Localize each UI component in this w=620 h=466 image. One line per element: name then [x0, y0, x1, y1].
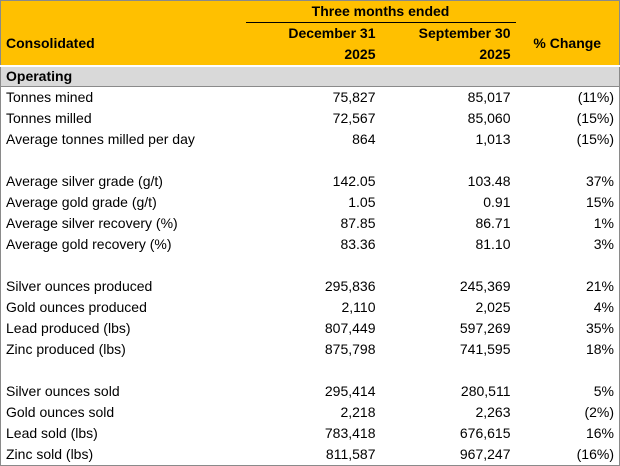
- row-value: 1%: [593, 215, 614, 231]
- row-value: 83.36: [340, 236, 376, 252]
- header-row: Three months ended: [0, 0, 620, 23]
- spacer-row: [1, 255, 620, 276]
- data-row: Average silver recovery (%) 87.85 86.71 1%: [1, 213, 620, 234]
- row-value: (16%): [576, 446, 614, 462]
- row-label: Silver ounces produced: [6, 278, 153, 294]
- data-row: Tonnes milled 72,567 85,060 (15%): [1, 108, 620, 129]
- header-row: Consolidated December 31 2025 September 3…: [0, 22, 620, 66]
- row-value: 3%: [593, 236, 614, 252]
- spacer-row: [1, 360, 620, 381]
- row-value: 18%: [585, 341, 614, 357]
- data-row: Average tonnes milled per day 864 1,013 (15…: [1, 129, 620, 150]
- row-value: 5%: [593, 383, 614, 399]
- data-row: Gold ounces produced 2,110 2,025 4%: [1, 297, 620, 318]
- data-row: Silver ounces produced 295,836 245,369 21%: [1, 276, 620, 297]
- row-label: Lead produced (lbs): [6, 320, 131, 336]
- row-value: 864: [352, 131, 376, 147]
- row-value: 87.85: [340, 215, 376, 231]
- row-value: 2,218: [340, 404, 376, 420]
- row-value: 2,263: [475, 404, 511, 420]
- data-row: Average silver grade (g/t) 142.05 103.48 37…: [1, 171, 620, 192]
- row-value: 35%: [585, 320, 614, 336]
- row-value: 103.48: [467, 173, 511, 189]
- row-label: Silver ounces sold: [6, 383, 120, 399]
- row-value: 142.05: [332, 173, 376, 189]
- data-row: Lead produced (lbs) 807,449 597,269 35%: [1, 318, 620, 339]
- row-label: Average silver recovery (%): [6, 215, 178, 231]
- data-row: Tonnes mined 75,827 85,017 (11%): [1, 87, 620, 109]
- row-value: 0.91: [483, 194, 511, 210]
- row-value: 597,269: [459, 320, 511, 336]
- row-value: 783,418: [324, 425, 376, 441]
- header-line: 2025: [479, 46, 511, 62]
- row-value: 807,449: [324, 320, 376, 336]
- row-label: Zinc sold (lbs): [6, 446, 94, 462]
- row-label: Average silver grade (g/t): [6, 173, 163, 189]
- spacer-cell: [1, 150, 620, 171]
- row-value: 86.71: [475, 215, 511, 231]
- row-value: 4%: [593, 299, 614, 315]
- row-label: Zinc produced (lbs): [6, 341, 126, 357]
- header-line: September 30: [418, 25, 511, 41]
- column-header: Consolidated: [0, 22, 246, 66]
- section-title: Operating: [0, 65, 620, 87]
- row-value: 676,615: [459, 425, 511, 441]
- spacer-row: [1, 150, 620, 171]
- section-row: Operating: [0, 65, 620, 87]
- row-label: Tonnes mined: [6, 89, 94, 105]
- row-label: Gold ounces produced: [6, 299, 147, 315]
- data-row: Average gold grade (g/t) 1.05 0.91 15%: [1, 192, 620, 213]
- header-cell: [515, 0, 620, 23]
- row-value: 72,567: [332, 110, 376, 126]
- row-value: 21%: [585, 278, 614, 294]
- data-row: Average gold recovery (%) 83.36 81.10 3%: [1, 234, 620, 255]
- row-value: 295,414: [324, 383, 376, 399]
- row-value: 16%: [585, 425, 614, 441]
- row-value: 2,110: [341, 299, 376, 315]
- column-header: December 31 2025: [245, 22, 381, 66]
- row-value: 1,013: [475, 131, 511, 147]
- header-line: December 31: [288, 25, 376, 41]
- row-value: 15%: [585, 194, 614, 210]
- row-label: Average tonnes milled per day: [6, 131, 195, 147]
- row-label: Tonnes milled: [6, 110, 92, 126]
- row-value: 280,511: [460, 383, 511, 399]
- row-value: 245,369: [459, 278, 511, 294]
- row-value: 81.10: [475, 236, 511, 252]
- data-row: Gold ounces sold 2,218 2,263 (2%): [1, 402, 620, 423]
- row-label: Lead sold (lbs): [6, 425, 98, 441]
- row-label: Average gold grade (g/t): [6, 194, 157, 210]
- spacer-cell: [1, 360, 620, 381]
- header-title: Three months ended: [245, 0, 516, 23]
- row-label: Gold ounces sold: [6, 404, 115, 420]
- spacer-cell: [1, 255, 620, 276]
- data-row: Zinc sold (lbs) 811,587 967,247 (16%): [1, 444, 620, 466]
- header-line: 2025: [344, 46, 376, 62]
- row-value: (11%): [577, 89, 614, 105]
- row-value: 85,017: [467, 89, 511, 105]
- header-cell: [0, 0, 246, 23]
- row-value: (2%): [584, 404, 614, 420]
- row-value: 37%: [585, 173, 614, 189]
- data-row: Silver ounces sold 295,414 280,511 5%: [1, 381, 620, 402]
- row-value: (15%): [576, 131, 614, 147]
- row-value: 741,595: [459, 341, 511, 357]
- row-value: 967,247: [459, 446, 511, 462]
- data-row: Lead sold (lbs) 783,418 676,615 16%: [1, 423, 620, 444]
- row-value: 1.05: [348, 194, 376, 210]
- row-value: 75,827: [332, 89, 376, 105]
- row-value: (15%): [576, 110, 614, 126]
- row-value: 295,836: [324, 278, 376, 294]
- column-header: % Change: [515, 22, 620, 66]
- row-value: 875,798: [324, 341, 376, 357]
- row-value: 2,025: [475, 299, 511, 315]
- row-value: 811,587: [325, 446, 376, 462]
- column-header: September 30 2025: [380, 22, 516, 66]
- row-label: Average gold recovery (%): [6, 236, 172, 252]
- row-value: 85,060: [467, 110, 511, 126]
- data-row: Zinc produced (lbs) 875,798 741,595 18%: [1, 339, 620, 360]
